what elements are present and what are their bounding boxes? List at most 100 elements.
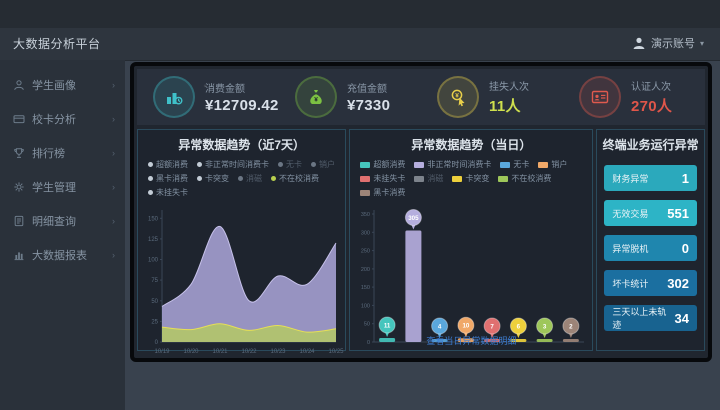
legend-swatch-icon [360,175,371,182]
user-menu[interactable]: 演示账号 ▾ [632,35,704,51]
kpi-label: 认证人次 [631,82,671,93]
legend-item[interactable]: 销户 [311,159,335,170]
kpi-card-1: 消费金额 ¥12709.42 [137,69,279,125]
chevron-right-icon: › [112,216,115,226]
legend-item[interactable]: 非正常时间消费卡 [414,159,491,170]
area-chart: 0 25 50 75 100 125 150 10/19 10/20 10/21 10/22 10/2… [148,210,344,355]
user-name: 演示账号 [650,38,695,50]
card-icon [13,113,25,125]
sidebar-item-3[interactable]: 排行榜 › [0,136,125,170]
legend-label: 不在校消费 [279,174,319,183]
legend-label: 销户 [551,160,568,169]
terminal-label: 无效交易 [612,208,649,219]
sidebar-menu: 学生画像 › 校卡分析 › 排行榜 › 学生管理 › 明细查询 › 大数据报表 › [0,60,125,272]
legend-dot-icon [148,176,153,181]
legend-item[interactable]: 超额消费 [148,159,188,170]
kpi-label: 充值金额 [347,84,387,95]
svg-text:0: 0 [154,340,158,346]
legend-item[interactable]: 超额消费 [360,159,405,170]
sidebar-item-4[interactable]: 学生管理 › [0,170,125,204]
legend-label: 消磁 [427,174,444,183]
legend-item[interactable]: 无卡 [500,159,529,170]
legend-item[interactable]: 黑卡消费 [360,187,405,198]
legend-label: 非正常时间消费卡 [205,160,269,169]
terminal-value: 302 [667,275,689,291]
svg-text:7: 7 [491,323,495,330]
legend-item[interactable]: 销户 [538,159,567,170]
chart-detail-link[interactable]: 查看当日异常数据明细 [426,336,517,346]
chevron-right-icon: › [112,182,115,192]
report-icon [13,249,25,261]
legend-swatch-icon [538,161,549,168]
svg-text:150: 150 [361,285,370,291]
kpi-card-4: 认证人次 270人 [563,69,705,125]
svg-text:10/23: 10/23 [270,349,286,355]
legend-today: 超额消费 非正常时间消费卡 无卡 销户未挂失卡 消磁 卡突变 不在校消费黑卡消费 [350,157,592,198]
kpi-row: 消费金额 ¥12709.42 ¥ 充值金额 ¥7330 ¥ 挂失人次 11人 认证人次 270人 [137,69,705,125]
kpi-value: 270人 [631,98,673,115]
panel-terminal-anomaly: 终端业务运行异常 财务异常 1 无效交易 551 异常脱机 0 坏卡统计 302 三天以上未轨迹… [596,129,705,351]
svg-text:3: 3 [543,323,547,330]
legend-item[interactable]: 未挂失卡 [148,187,188,198]
sidebar-item-label: 学生画像 [32,80,76,92]
chevron-right-icon: › [112,114,115,124]
legend-item[interactable]: 不在校消费 [498,173,551,184]
legend-item[interactable]: 非正常时间消费卡 [197,159,269,170]
legend-label: 无卡 [513,160,530,169]
legend-label: 卡突变 [205,174,229,183]
sidebar-item-1[interactable]: 学生画像 › [0,68,125,102]
legend-label: 消磁 [246,174,262,183]
legend-item[interactable]: 未挂失卡 [360,173,405,184]
legend-item[interactable]: 卡突变 [452,173,489,184]
legend-item[interactable]: 消磁 [414,173,443,184]
sidebar-item-2[interactable]: 校卡分析 › [0,102,125,136]
chevron-right-icon: › [112,148,115,158]
legend-dot-icon [148,190,153,195]
terminal-label: 坏卡统计 [612,278,649,289]
legend-item[interactable]: 消磁 [238,173,262,184]
svg-text:10: 10 [463,323,470,330]
chevron-right-icon: › [112,250,115,260]
sidebar: 大数据分析平台 学生画像 › 校卡分析 › 排行榜 › 学生管理 › 明细查询 › 大数据报表 › [0,28,125,410]
legend-item[interactable]: 无卡 [278,159,302,170]
svg-text:10/24: 10/24 [299,349,315,355]
svg-text:2: 2 [570,323,574,330]
kpi-card-2: ¥ 充值金额 ¥7330 [279,69,421,125]
app-title: 大数据分析平台 [0,28,125,60]
legend-label: 黑卡消费 [373,188,406,197]
kpi-label: 消费金额 [205,84,245,95]
legend-item[interactable]: 卡突变 [197,173,229,184]
terminal-label: 财务异常 [612,173,649,184]
sidebar-item-5[interactable]: 明细查询 › [0,204,125,238]
legend-item[interactable]: 黑卡消费 [148,173,188,184]
sidebar-item-6[interactable]: 大数据报表 › [0,238,125,272]
id-card-icon [579,76,621,118]
svg-text:10/22: 10/22 [241,349,257,355]
svg-text:10/21: 10/21 [212,349,228,355]
panel-title: 异常数据趋势（当日） [411,138,532,152]
svg-text:200: 200 [361,267,370,273]
terminal-row: 财务异常 1 [604,165,697,191]
legend-swatch-icon [414,161,425,168]
legend-swatch-icon [452,175,463,182]
svg-text:0: 0 [367,340,370,346]
legend-item[interactable]: 不在校消费 [271,173,319,184]
terminal-value: 0 [681,240,689,256]
money-bag-icon: ¥ [295,76,337,118]
svg-text:100: 100 [148,258,159,264]
legend-label: 超额消费 [156,160,188,169]
legend-label: 黑卡消费 [156,174,188,183]
svg-text:25: 25 [151,319,158,325]
terminal-value: 1 [681,170,689,186]
svg-text:11: 11 [384,322,391,329]
hand-click-icon: ¥ [437,76,479,118]
top-strip [0,0,720,28]
svg-text:100: 100 [361,303,370,309]
kpi-label: 挂失人次 [489,82,529,93]
svg-text:6: 6 [517,323,521,330]
svg-text:50: 50 [364,322,370,328]
legend-dot-icon [311,162,316,167]
legend-label: 卡突变 [465,174,490,183]
legend-7days: 超额消费 非正常时间消费卡 无卡 销户黑卡消费 卡突变 消磁 不在校消费未挂失卡 [138,157,345,198]
